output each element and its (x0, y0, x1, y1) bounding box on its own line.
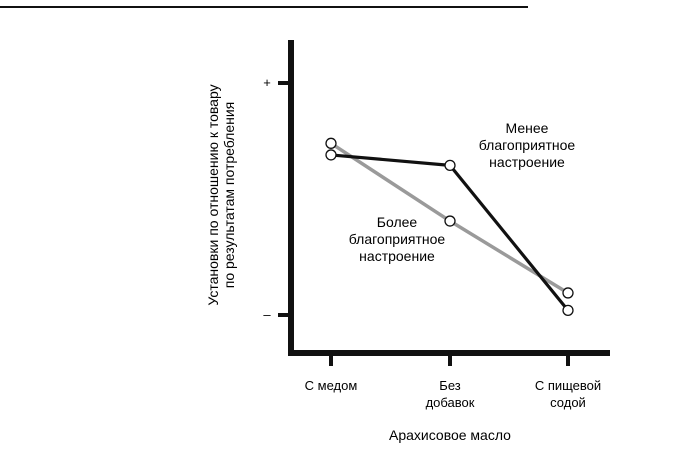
data-point (444, 215, 456, 227)
series-layer (325, 137, 574, 317)
y-ticks: +– (263, 75, 291, 322)
series-label: Менее (506, 120, 549, 136)
y-axis-title-line-1: Установки по отношению к товару (205, 84, 221, 305)
x-tick-label: Без (439, 378, 460, 393)
x-axis-title: Арахисовое масло (389, 427, 511, 443)
x-tick-label: С медом (305, 378, 358, 393)
x-tick-labels: С медом Без добавок С пищевой содой (305, 378, 601, 410)
y-tick-label: + (263, 75, 271, 90)
data-point (444, 159, 456, 172)
data-point (562, 304, 574, 317)
data-point (562, 287, 574, 299)
data-point (325, 149, 337, 161)
x-tick-label: содой (550, 395, 586, 410)
x-tick-label: С пищевой (535, 378, 601, 393)
top-rule (0, 6, 528, 8)
data-point (325, 137, 337, 149)
series-label: благоприятное (479, 137, 576, 153)
series-labels: МенееблагоприятноенастроениеБолееблагопр… (349, 120, 576, 264)
y-axis-title: Установки по отношению к товару по резул… (205, 84, 237, 305)
series-label: благоприятное (349, 231, 446, 247)
y-axis-title-line-2: по результатам потребления (221, 102, 237, 289)
x-tick-label: добавок (426, 395, 475, 410)
x-ticks (329, 351, 570, 366)
axes (288, 40, 610, 356)
series-label: Более (377, 214, 418, 230)
series-label: настроение (489, 154, 565, 170)
series-label: настроение (359, 248, 435, 264)
y-tick-label: – (263, 307, 271, 322)
